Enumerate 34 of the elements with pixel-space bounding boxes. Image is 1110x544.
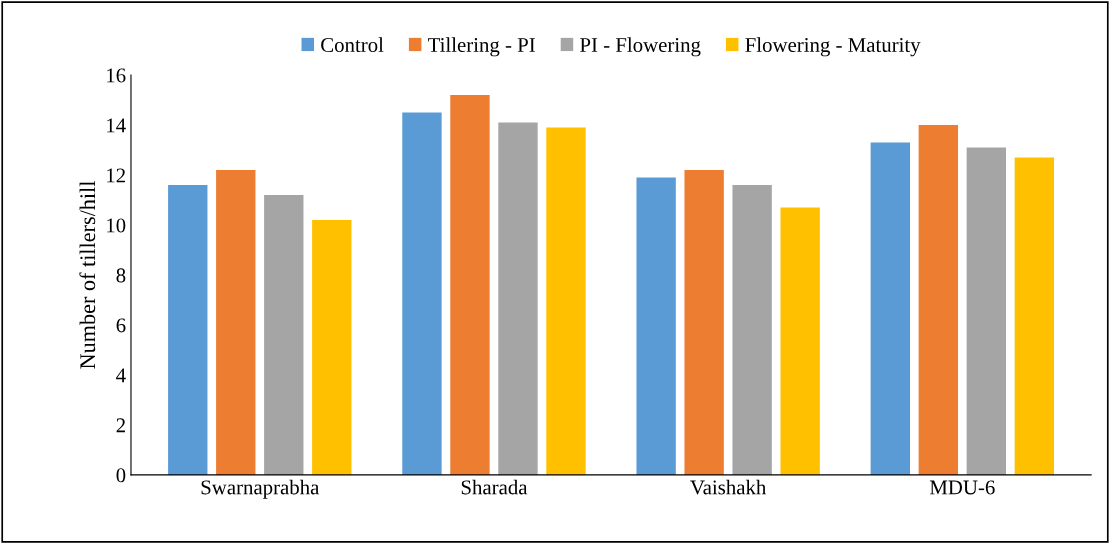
y-tick-label: 14 [107,118,126,133]
bar [1014,157,1055,475]
x-tick-label: Vaishakh [690,479,767,495]
bar [312,220,352,475]
x-tick-label: MDU-6 [929,480,995,495]
bar [732,185,772,475]
bar [498,122,538,475]
x-tick-label: Sharada [461,479,528,495]
bar [168,185,208,475]
bar [684,170,724,475]
bar [918,125,959,475]
legend-label: PI - Flowering [580,37,701,57]
bar [780,207,820,475]
y-tick-label: 12 [107,168,125,183]
bar [966,147,1007,475]
y-axis-title: Number of tillers/hill [79,181,96,369]
bar [870,142,910,475]
y-tick-label: 8 [116,268,126,283]
legend-label: Flowering - Maturity [745,37,921,57]
bar [450,95,490,475]
bar [636,177,676,475]
y-tick-label: 4 [116,368,126,383]
bar [216,170,256,475]
y-tick-label: 2 [116,418,125,433]
legend-label: Control [321,37,384,53]
x-tick-label: Swarnaprabha [201,479,320,499]
bar [546,127,586,475]
y-tick-label: 10 [107,218,126,233]
y-tick-label: 6 [116,318,126,333]
bar [402,112,442,475]
y-tick-label: 16 [107,68,126,83]
bar [264,195,304,475]
y-tick-label: 0 [116,468,126,483]
legend-label: Tillering - PI [428,37,535,57]
